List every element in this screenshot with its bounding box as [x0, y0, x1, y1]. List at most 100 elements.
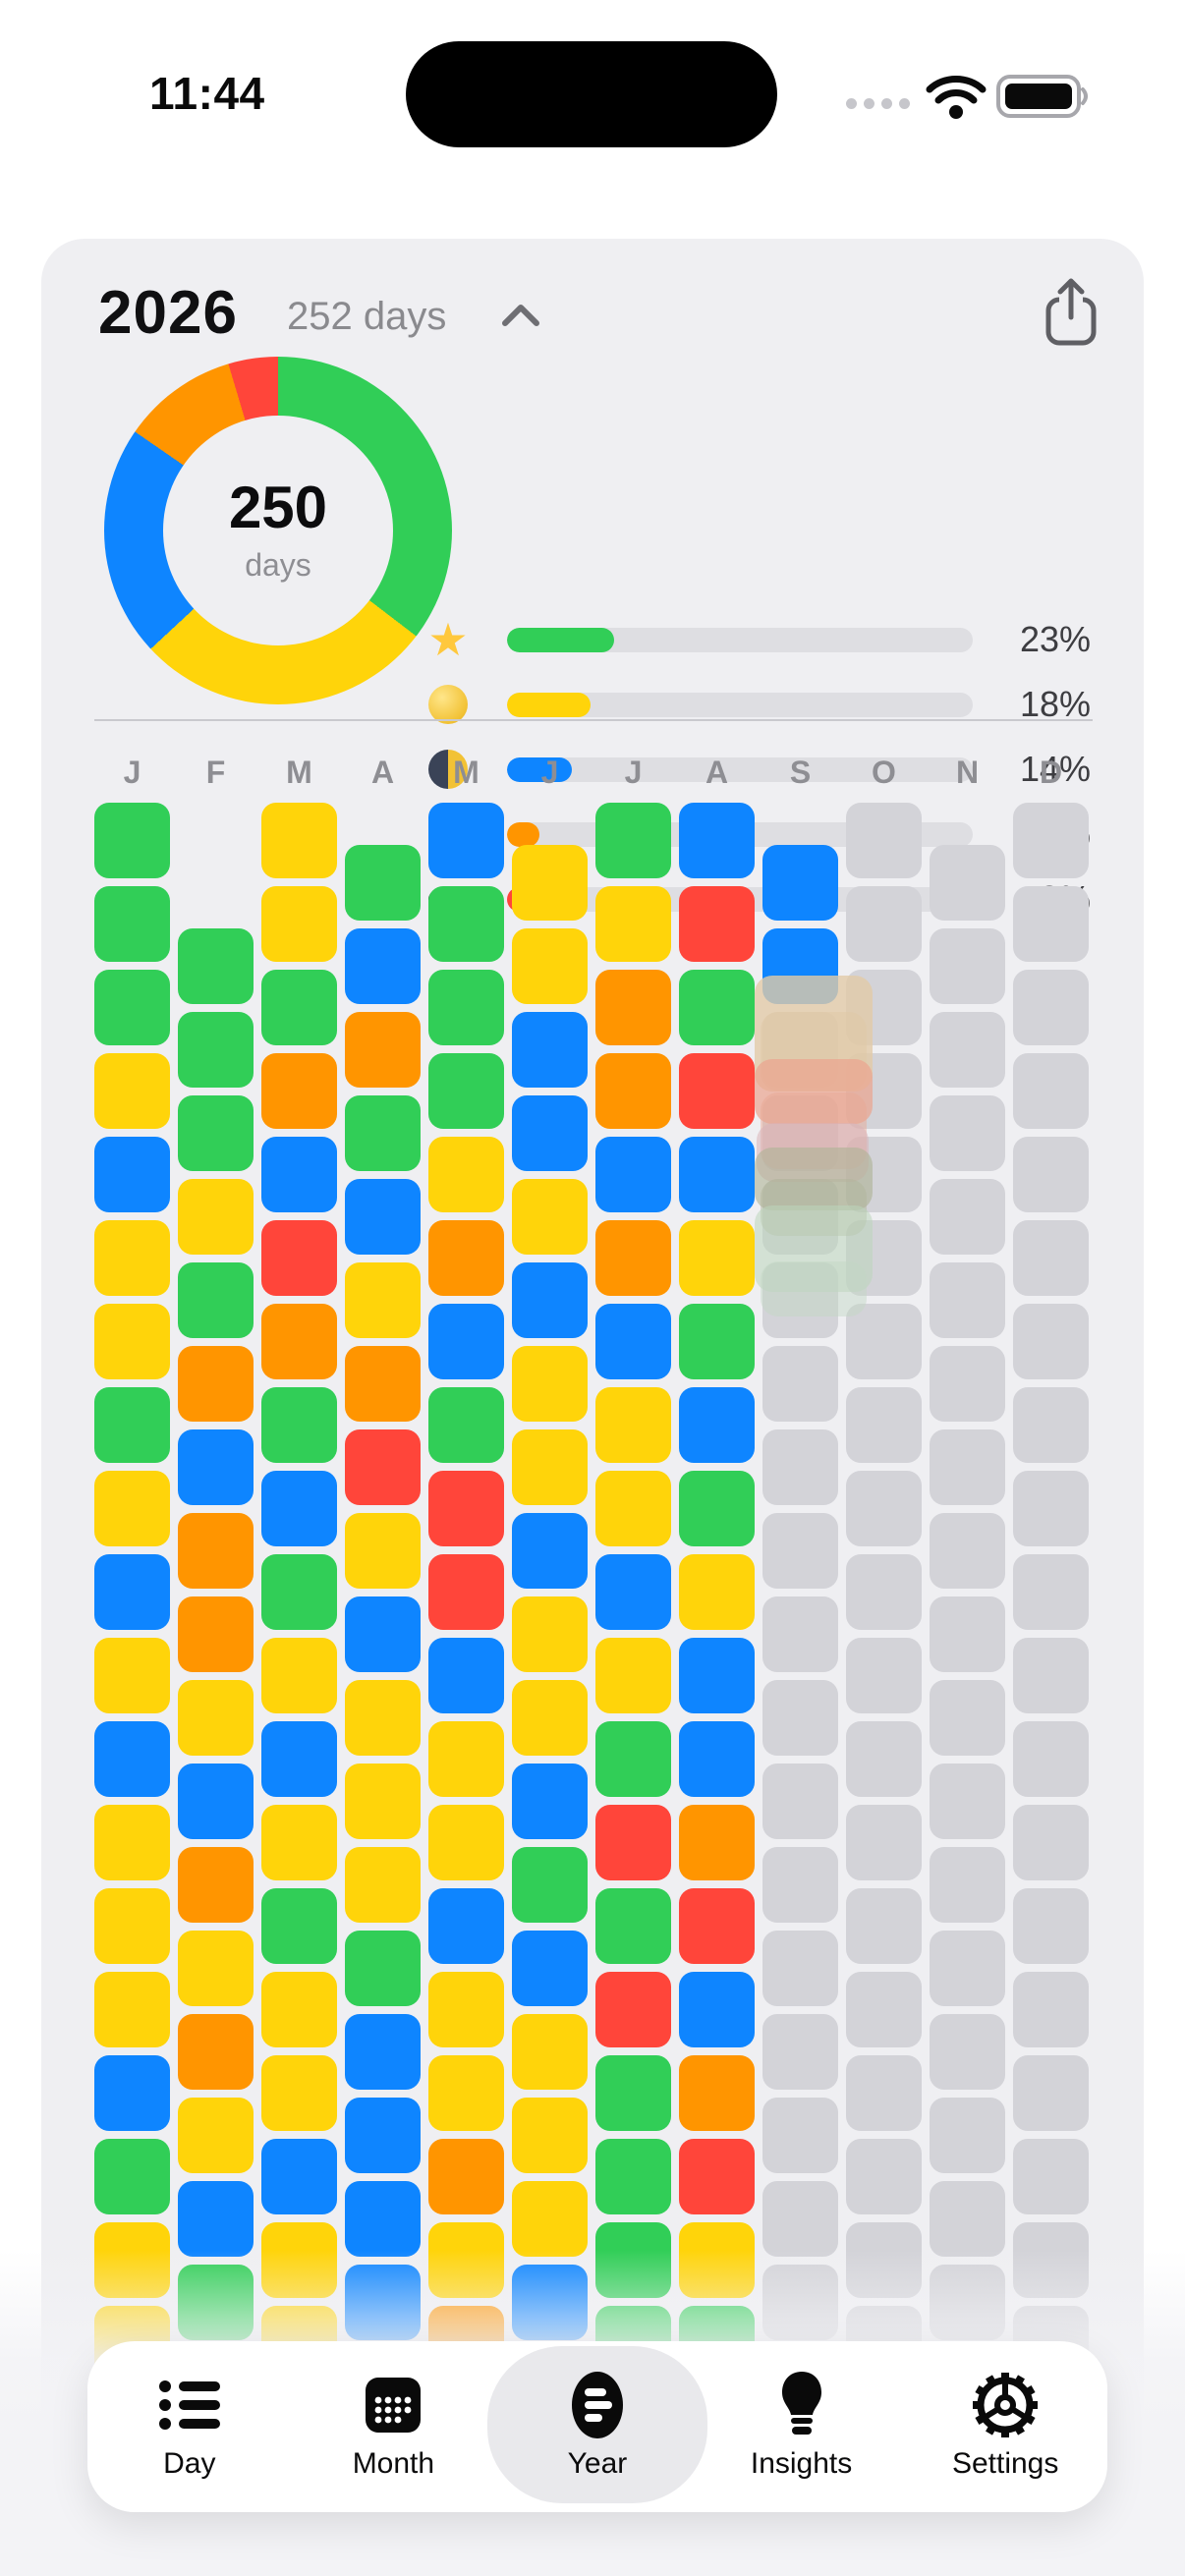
- day-cell-july-8[interactable]: [595, 1387, 671, 1463]
- share-icon[interactable]: [1044, 276, 1099, 349]
- day-cell-february-5[interactable]: [178, 1261, 254, 1338]
- tab-day[interactable]: Day: [87, 2341, 292, 2512]
- day-cell-june-14[interactable]: [512, 1930, 588, 2006]
- day-cell-may-14[interactable]: [428, 1888, 504, 1964]
- day-cell-july-5[interactable]: [595, 1137, 671, 1212]
- day-cell-march-12[interactable]: [261, 1721, 337, 1797]
- day-cell-july-11[interactable]: [595, 1638, 671, 1713]
- day-cell-june-12[interactable]: [512, 1763, 588, 1839]
- day-cell-august-5[interactable]: [679, 1137, 755, 1212]
- day-cell-april-16[interactable]: [345, 2097, 421, 2173]
- day-cell-july-13[interactable]: [595, 1805, 671, 1880]
- day-cell-may-9[interactable]: [428, 1471, 504, 1546]
- day-cell-september-1[interactable]: [762, 844, 838, 921]
- day-cell-may-10[interactable]: [428, 1554, 504, 1630]
- day-cell-june-17[interactable]: [512, 2180, 588, 2257]
- day-cell-january-15[interactable]: [94, 1972, 170, 2047]
- day-cell-june-15[interactable]: [512, 2013, 588, 2090]
- day-cell-february-4[interactable]: [178, 1178, 254, 1255]
- day-cell-july-7[interactable]: [595, 1304, 671, 1379]
- day-cell-august-12[interactable]: [679, 1721, 755, 1797]
- day-cell-may-15[interactable]: [428, 1972, 504, 2047]
- day-cell-april-12[interactable]: [345, 1763, 421, 1839]
- day-cell-june-6[interactable]: [512, 1261, 588, 1338]
- day-cell-february-8[interactable]: [178, 1512, 254, 1589]
- day-cell-august-8[interactable]: [679, 1387, 755, 1463]
- day-cell-january-7[interactable]: [94, 1304, 170, 1379]
- day-cell-february-16[interactable]: [178, 2180, 254, 2257]
- day-cell-july-4[interactable]: [595, 1053, 671, 1129]
- day-cell-may-4[interactable]: [428, 1053, 504, 1129]
- day-cell-january-12[interactable]: [94, 1721, 170, 1797]
- day-cell-august-3[interactable]: [679, 970, 755, 1045]
- chevron-up-icon[interactable]: [497, 300, 544, 331]
- day-cell-march-10[interactable]: [261, 1554, 337, 1630]
- day-cell-may-12[interactable]: [428, 1721, 504, 1797]
- day-cell-july-14[interactable]: [595, 1888, 671, 1964]
- tab-insights[interactable]: Insights: [700, 2341, 904, 2512]
- day-cell-march-15[interactable]: [261, 1972, 337, 2047]
- day-cell-april-5[interactable]: [345, 1178, 421, 1255]
- day-cell-august-2[interactable]: [679, 886, 755, 962]
- day-cell-may-8[interactable]: [428, 1387, 504, 1463]
- day-cell-april-9[interactable]: [345, 1512, 421, 1589]
- day-cell-july-3[interactable]: [595, 970, 671, 1045]
- day-cell-april-10[interactable]: [345, 1596, 421, 1672]
- day-cell-april-13[interactable]: [345, 1846, 421, 1923]
- day-cell-june-5[interactable]: [512, 1178, 588, 1255]
- day-cell-july-10[interactable]: [595, 1554, 671, 1630]
- day-cell-march-7[interactable]: [261, 1304, 337, 1379]
- day-cell-july-16[interactable]: [595, 2055, 671, 2131]
- day-cell-july-12[interactable]: [595, 1721, 671, 1797]
- day-cell-april-7[interactable]: [345, 1345, 421, 1422]
- day-cell-july-9[interactable]: [595, 1471, 671, 1546]
- day-cell-january-9[interactable]: [94, 1471, 170, 1546]
- day-cell-june-9[interactable]: [512, 1512, 588, 1589]
- day-cell-january-14[interactable]: [94, 1888, 170, 1964]
- day-cell-january-3[interactable]: [94, 970, 170, 1045]
- day-cell-april-6[interactable]: [345, 1261, 421, 1338]
- day-cell-july-17[interactable]: [595, 2139, 671, 2214]
- day-cell-may-6[interactable]: [428, 1220, 504, 1296]
- day-cell-february-9[interactable]: [178, 1596, 254, 1672]
- day-cell-february-13[interactable]: [178, 1930, 254, 2006]
- day-cell-june-11[interactable]: [512, 1679, 588, 1756]
- day-cell-march-14[interactable]: [261, 1888, 337, 1964]
- day-cell-february-2[interactable]: [178, 1011, 254, 1088]
- day-cell-may-17[interactable]: [428, 2139, 504, 2214]
- day-cell-may-16[interactable]: [428, 2055, 504, 2131]
- day-cell-july-2[interactable]: [595, 886, 671, 962]
- day-cell-august-9[interactable]: [679, 1471, 755, 1546]
- day-cell-june-3[interactable]: [512, 1011, 588, 1088]
- day-cell-february-3[interactable]: [178, 1094, 254, 1171]
- day-cell-march-9[interactable]: [261, 1471, 337, 1546]
- day-cell-january-13[interactable]: [94, 1805, 170, 1880]
- day-cell-march-4[interactable]: [261, 1053, 337, 1129]
- day-cell-april-2[interactable]: [345, 927, 421, 1004]
- day-cell-january-2[interactable]: [94, 886, 170, 962]
- day-cell-march-2[interactable]: [261, 886, 337, 962]
- day-cell-february-6[interactable]: [178, 1345, 254, 1422]
- day-cell-may-7[interactable]: [428, 1304, 504, 1379]
- day-cell-april-8[interactable]: [345, 1428, 421, 1505]
- day-cell-may-13[interactable]: [428, 1805, 504, 1880]
- day-cell-march-1[interactable]: [261, 803, 337, 878]
- day-cell-april-11[interactable]: [345, 1679, 421, 1756]
- day-cell-january-5[interactable]: [94, 1137, 170, 1212]
- day-cell-march-11[interactable]: [261, 1638, 337, 1713]
- day-cell-january-1[interactable]: [94, 803, 170, 878]
- day-cell-february-12[interactable]: [178, 1846, 254, 1923]
- day-cell-august-17[interactable]: [679, 2139, 755, 2214]
- day-cell-april-3[interactable]: [345, 1011, 421, 1088]
- day-cell-may-1[interactable]: [428, 803, 504, 878]
- day-cell-june-13[interactable]: [512, 1846, 588, 1923]
- day-cell-june-8[interactable]: [512, 1428, 588, 1505]
- day-cell-january-8[interactable]: [94, 1387, 170, 1463]
- day-cell-april-14[interactable]: [345, 1930, 421, 2006]
- day-cell-january-4[interactable]: [94, 1053, 170, 1129]
- day-cell-may-11[interactable]: [428, 1638, 504, 1713]
- day-cell-april-1[interactable]: [345, 844, 421, 921]
- day-cell-august-1[interactable]: [679, 803, 755, 878]
- day-cell-february-1[interactable]: [178, 927, 254, 1004]
- day-cell-june-7[interactable]: [512, 1345, 588, 1422]
